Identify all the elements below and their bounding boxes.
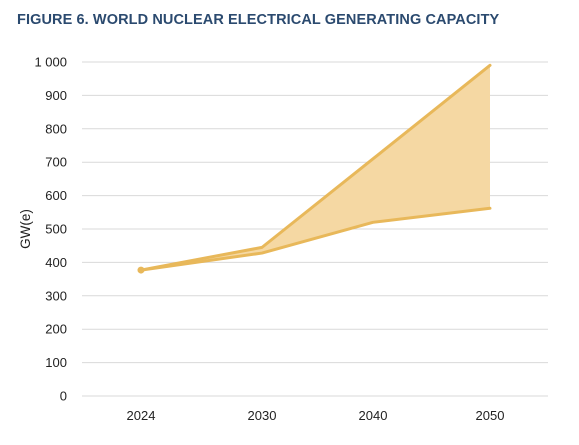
y-tick-label: 700	[45, 155, 67, 170]
chart-title: FIGURE 6. WORLD NUCLEAR ELECTRICAL GENER…	[17, 12, 500, 28]
y-tick-label: 500	[45, 222, 67, 237]
y-tick-labels: 0 100 200 300 400 500 600 700 800 900 1 000	[34, 55, 67, 404]
x-tick-label: 2024	[127, 408, 156, 423]
y-tick-label: 900	[45, 88, 67, 103]
range-area	[141, 65, 490, 271]
range-area-fill	[141, 65, 490, 271]
series-line-high	[139, 63, 492, 272]
y-tick-label: 1 000	[34, 55, 67, 70]
series-line-low	[139, 206, 492, 272]
x-tick-label: 2030	[248, 408, 277, 423]
data-point-2024	[137, 266, 145, 274]
x-tick-label: 2050	[476, 408, 505, 423]
x-tick-label: 2040	[359, 408, 388, 423]
series-lines	[137, 63, 492, 274]
y-tick-label: 600	[45, 188, 67, 203]
y-tick-label: 800	[45, 121, 67, 136]
y-tick-label: 400	[45, 255, 67, 270]
y-tick-label: 100	[45, 355, 67, 370]
y-tick-label: 300	[45, 288, 67, 303]
y-axis-title: GW(e)	[18, 209, 33, 249]
x-tick-labels: 2024 2030 2040 2050	[127, 408, 505, 423]
y-tick-label: 200	[45, 322, 67, 337]
y-tick-label: 0	[60, 389, 67, 404]
